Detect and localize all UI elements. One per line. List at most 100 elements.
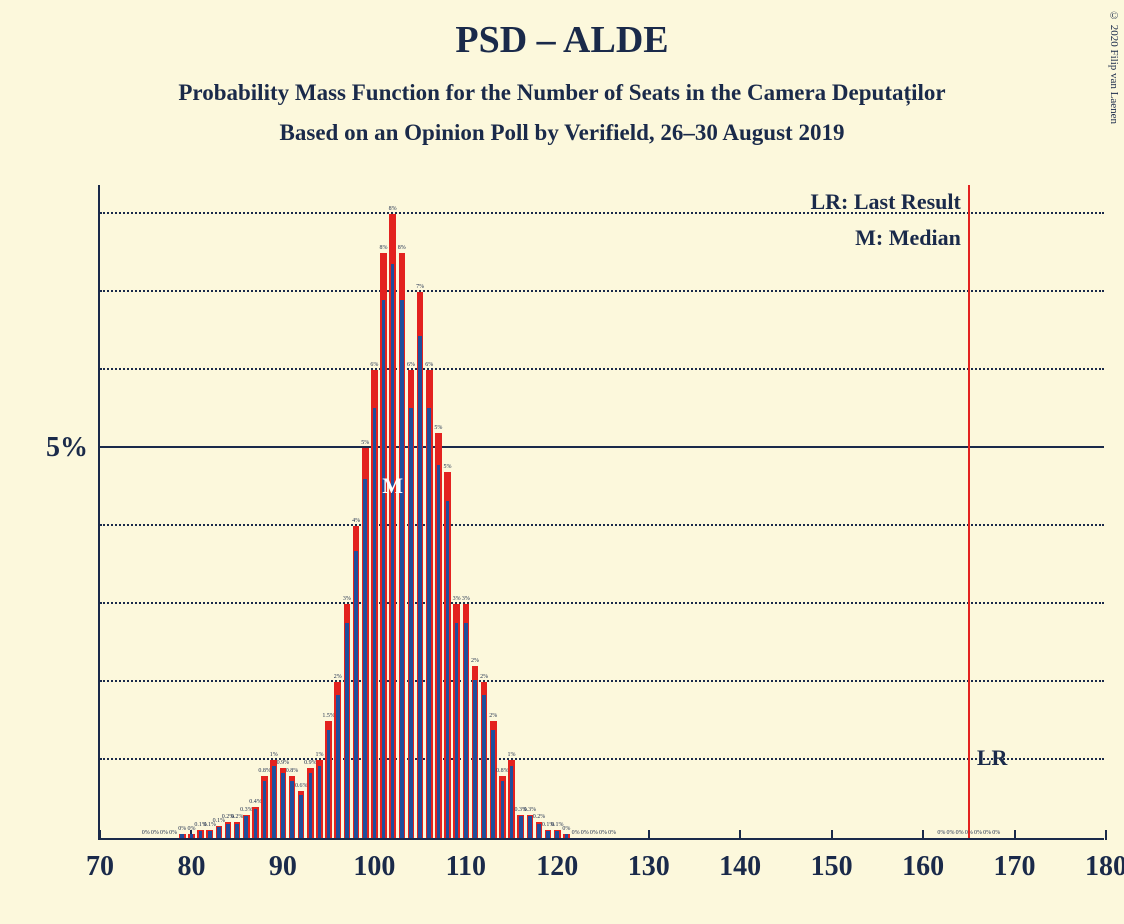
bar-inner xyxy=(510,766,514,838)
bar-value-label: 6% xyxy=(425,362,433,368)
gridline xyxy=(100,602,1104,604)
bar-inner xyxy=(263,781,267,838)
bar-value-label: 0% xyxy=(983,830,991,836)
bar-value-label: 0% xyxy=(992,830,1000,836)
bar-inner xyxy=(537,824,541,838)
bar-inner xyxy=(290,781,294,838)
bar-value-label: 0% xyxy=(151,830,159,836)
bar-inner xyxy=(555,831,559,838)
bar-inner xyxy=(427,408,431,838)
bar-inner xyxy=(473,680,477,838)
x-tick-label: 90 xyxy=(269,851,297,883)
bar-value-label: 0.2% xyxy=(533,814,546,820)
bar-inner xyxy=(400,300,404,838)
x-tick-label: 110 xyxy=(446,851,486,883)
bar-inner xyxy=(382,300,386,838)
bar-value-label: 8% xyxy=(389,206,397,212)
bar-inner xyxy=(354,551,358,838)
x-tick-label: 160 xyxy=(902,851,944,883)
bar-value-label: 0% xyxy=(562,826,570,832)
bar-inner xyxy=(208,831,212,838)
bar-value-label: 0.3% xyxy=(240,807,253,813)
bar-inner xyxy=(272,766,276,838)
bar-value-label: 1% xyxy=(508,752,516,758)
x-tick-label: 120 xyxy=(536,851,578,883)
bar-inner xyxy=(519,816,523,838)
bar-value-label: 0% xyxy=(937,830,945,836)
bar-value-label: 8% xyxy=(398,245,406,251)
bar-inner xyxy=(299,795,303,838)
legend-median: M: Median xyxy=(855,225,961,251)
chart-title: PSD – ALDE xyxy=(0,0,1124,62)
bar-value-label: 0.8% xyxy=(258,768,271,774)
y-axis-label: 5% xyxy=(46,432,88,464)
x-tick-label: 150 xyxy=(811,851,853,883)
x-tick xyxy=(831,830,833,840)
bar-value-label: 7% xyxy=(416,284,424,290)
bar-value-label: 0.6% xyxy=(295,783,308,789)
gridline xyxy=(100,680,1104,682)
bar-inner xyxy=(254,809,258,838)
bar-value-label: 0.9% xyxy=(277,760,290,766)
x-tick xyxy=(99,830,101,840)
bar-value-label: 8% xyxy=(380,245,388,251)
bar-inner xyxy=(565,834,569,838)
bar-value-label: 0% xyxy=(590,830,598,836)
bar-inner xyxy=(199,831,203,838)
gridline xyxy=(100,368,1104,370)
bar-value-label: 3% xyxy=(453,596,461,602)
bar-value-label: 4% xyxy=(352,518,360,524)
copyright-text: © 2020 Filip van Laenen xyxy=(1108,10,1120,124)
bar-value-label: 0% xyxy=(178,826,186,832)
bar-inner xyxy=(327,730,331,838)
bar-inner xyxy=(345,623,349,838)
bar-inner xyxy=(226,824,230,838)
bar-value-label: 0% xyxy=(160,830,168,836)
bar-inner xyxy=(309,773,313,838)
bar-value-label: 5% xyxy=(361,440,369,446)
x-tick xyxy=(648,830,650,840)
bar-value-label: 6% xyxy=(370,362,378,368)
x-tick xyxy=(1014,830,1016,840)
x-tick-label: 100 xyxy=(353,851,395,883)
gridline xyxy=(100,524,1104,526)
bar-inner xyxy=(446,501,450,838)
x-tick xyxy=(922,830,924,840)
bar-inner xyxy=(528,816,532,838)
bar-value-label: 2% xyxy=(489,713,497,719)
bar-inner xyxy=(217,827,221,838)
median-label: M xyxy=(382,473,403,499)
bar-value-label: 0.3% xyxy=(524,807,537,813)
chart-container: 5%7080901001101201301401501601701800%0%0… xyxy=(36,185,1104,885)
bar-value-label: 0% xyxy=(572,830,580,836)
bar-value-label: 3% xyxy=(462,596,470,602)
bar-inner xyxy=(336,695,340,838)
gridline xyxy=(100,290,1104,292)
bar-inner xyxy=(373,408,377,838)
bar-value-label: 2% xyxy=(480,674,488,680)
bar-inner xyxy=(546,831,550,838)
bar-inner xyxy=(235,824,239,838)
bar-value-label: 0% xyxy=(581,830,589,836)
bar-value-label: 0% xyxy=(599,830,607,836)
x-tick-label: 170 xyxy=(994,851,1036,883)
bar-value-label: 1% xyxy=(315,752,323,758)
bar-value-label: 1.5% xyxy=(322,713,335,719)
bar-inner xyxy=(281,773,285,838)
bar-inner xyxy=(437,465,441,838)
bar-value-label: 0% xyxy=(142,830,150,836)
bar-value-label: 6% xyxy=(407,362,415,368)
bar-inner xyxy=(190,834,194,838)
bar-value-label: 2% xyxy=(471,658,479,664)
bar-inner xyxy=(391,264,395,838)
bar-inner xyxy=(363,479,367,838)
bar-inner xyxy=(464,623,468,838)
bar-inner xyxy=(501,781,505,838)
bar-inner xyxy=(418,336,422,838)
x-tick-label: 140 xyxy=(719,851,761,883)
bar-value-label: 5% xyxy=(434,425,442,431)
bar-value-label: 3% xyxy=(343,596,351,602)
plot-area: 5%7080901001101201301401501601701800%0%0… xyxy=(98,185,1104,840)
x-tick xyxy=(1105,830,1107,840)
bar-value-label: 0.2% xyxy=(231,814,244,820)
